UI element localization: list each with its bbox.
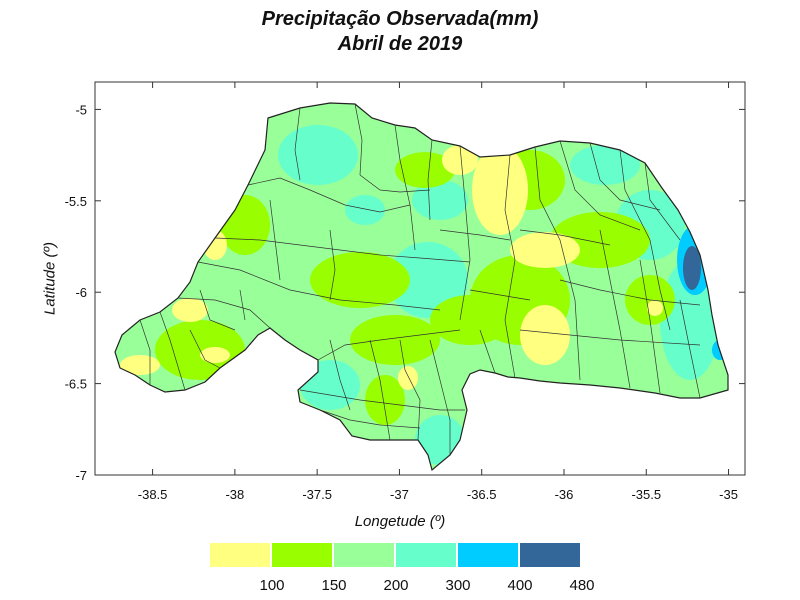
legend-label: 300 [445,577,471,594]
y-axis-label: Latitude (º) [41,242,59,316]
x-tick-label: -38.5 [138,487,168,502]
map-frame [94,81,746,476]
y-tick-label: -7 [75,468,87,483]
legend-label: 480 [569,577,595,594]
legend-swatch [272,543,332,567]
x-tick-label: -35 [719,487,738,502]
legend-swatch [520,543,580,567]
y-tick-label: -6.5 [65,377,87,392]
x-tick-label: -36.5 [467,487,497,502]
x-tick-marks [152,82,730,475]
x-tick-label: -37.5 [302,487,332,502]
legend-label: 150 [321,577,347,594]
x-axis-label: Longetude (º) [354,513,446,530]
legend-label: 100 [259,577,285,594]
x-tick-label: -37 [390,487,409,502]
legend-swatch [458,543,518,567]
legend-label: 400 [507,577,533,594]
y-tick-labels: -5 -5.5 -6 -6.5 -7 [65,102,87,483]
y-tick-label: -6 [75,285,87,300]
x-tick-label: -36 [555,487,574,502]
legend-swatch [210,543,270,567]
y-tick-label: -5 [75,102,87,117]
x-tick-label: -35.5 [631,487,661,502]
y-tick-marks [95,108,745,476]
legend-swatch [396,543,456,567]
x-tick-labels: -38.5 -38 -37.5 -37 -36.5 -36 -35.5 -35 [138,487,738,502]
map-subtitle: Abril de 2019 [337,33,463,55]
x-tick-label: -38 [225,487,244,502]
municipal-borders [139,103,701,455]
map-title: Precipitação Observada(mm) [261,8,539,30]
y-tick-label: -5.5 [65,194,87,209]
legend-swatch [334,543,394,567]
state-outline [114,102,729,472]
legend-label: 200 [383,577,409,594]
